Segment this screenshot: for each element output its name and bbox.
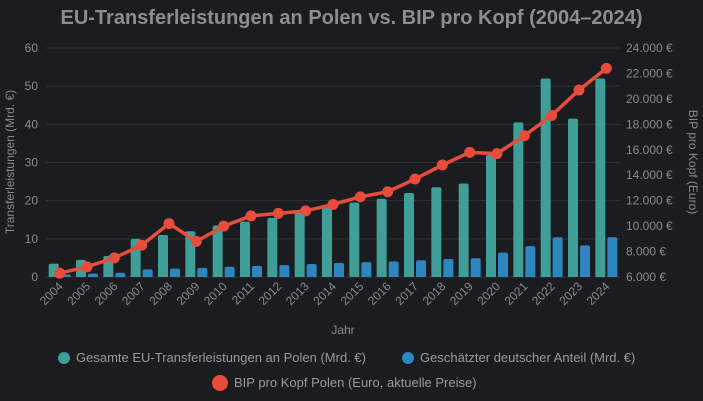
legend-label-total-transfers: Gesamte EU-Transferleistungen an Polen (… (76, 350, 366, 365)
y-left-tick-label: 30 (25, 156, 39, 170)
gdp-point (163, 218, 175, 230)
bar-german-share (388, 261, 399, 277)
y-right-tick-label: 22.000 € (626, 66, 673, 80)
y-right-tick-label: 14.000 € (626, 168, 673, 182)
bar-german-share (580, 245, 590, 277)
bar-total-transfers (376, 198, 387, 277)
gdp-point (108, 252, 120, 264)
y-left-tick-label: 0 (31, 270, 38, 284)
legend-marker-german-share (402, 352, 414, 364)
gdp-point (81, 261, 93, 273)
gdp-point (573, 84, 585, 96)
gdp-point (327, 198, 339, 210)
bar-german-share (224, 266, 235, 277)
bar-german-share (306, 264, 317, 277)
bar-total-transfers (540, 78, 551, 278)
gdp-point (600, 62, 612, 74)
bar-total-transfers (568, 118, 578, 277)
bar-german-share (525, 246, 536, 277)
bar-total-transfers (267, 217, 278, 277)
bar-total-transfers (513, 122, 524, 277)
y-right-tick-label: 12.000 € (626, 194, 673, 208)
bar-german-share (334, 262, 344, 277)
bar-total-transfers (595, 78, 606, 278)
y-right-tick-label: 6.000 € (626, 270, 666, 284)
bar-german-share (142, 269, 153, 277)
bar-german-share (170, 268, 180, 277)
axis-ticks: 0 10 20 30 40 50 60 6.000 € 8.000 € 10.000 € 12.00… (25, 41, 673, 308)
y-right-tick-label: 18.000 € (626, 117, 673, 131)
gdp-point (436, 159, 448, 171)
y-right-tick-label: 8.000 € (626, 245, 666, 259)
gdp-point (272, 207, 284, 219)
bar-german-share (197, 267, 208, 277)
line-series-layer (54, 62, 612, 279)
bar-german-share (470, 258, 481, 277)
y-left-tick-label: 40 (25, 117, 39, 131)
bar-total-transfers (322, 206, 332, 277)
gdp-point (54, 267, 66, 279)
y-right-tick-label: 24.000 € (626, 41, 673, 55)
bar-german-share (498, 252, 508, 277)
legend-label-gdp: BIP pro Kopf Polen (Euro, aktuelle Preis… (234, 375, 477, 390)
bar-german-share (552, 237, 563, 277)
gdp-point (491, 148, 503, 160)
x-axis-label: Jahr (331, 323, 354, 337)
bar-german-share (607, 237, 618, 277)
legend-marker-gdp (212, 375, 228, 391)
bar-german-share (115, 272, 126, 277)
bar-total-transfers (240, 221, 250, 277)
bar-total-transfers (349, 202, 360, 277)
bar-german-share (443, 259, 454, 277)
chart-title: EU-Transferleistungen an Polen vs. BIP p… (60, 7, 642, 29)
gdp-point (190, 235, 202, 247)
y-axis-left-label: Transferleistungen (Mrd. €) (3, 90, 17, 234)
bar-total-transfers (404, 193, 414, 277)
gdp-point (546, 109, 558, 121)
gdp-point (136, 239, 148, 251)
y-left-tick-label: 60 (25, 41, 39, 55)
bar-german-share (279, 265, 290, 277)
bar-total-transfers (158, 235, 168, 277)
y-left-tick-label: 50 (25, 79, 39, 93)
gdp-point (300, 205, 312, 217)
gdp-point (382, 186, 394, 198)
bar-german-share (361, 262, 372, 277)
bar-total-transfers (458, 183, 469, 277)
legend: Gesamte EU-Transferleistungen an Polen (… (58, 350, 635, 391)
y-axis-right-label: BIP pro Kopf (Euro) (686, 110, 700, 215)
bar-total-transfers (212, 225, 223, 277)
legend-label-german-share: Geschätzter deutscher Anteil (Mrd. €) (420, 350, 635, 365)
gdp-point (245, 210, 257, 222)
y-right-tick-label: 20.000 € (626, 92, 673, 106)
y-left-tick-label: 20 (25, 194, 39, 208)
bar-german-share (252, 265, 262, 277)
y-right-tick-label: 10.000 € (626, 219, 673, 233)
bar-german-share (88, 273, 98, 277)
bar-total-transfers (294, 212, 305, 277)
gdp-point (354, 191, 366, 203)
bar-total-transfers (486, 154, 496, 277)
bar-total-transfers (431, 187, 442, 277)
gdp-point (518, 130, 530, 142)
y-right-tick-label: 16.000 € (626, 143, 673, 157)
gdp-point (464, 146, 476, 158)
gdp-point (218, 220, 230, 232)
gdp-point (409, 173, 421, 185)
y-left-tick-label: 10 (25, 232, 39, 246)
bar-german-share (416, 260, 426, 277)
legend-marker-total-transfers (58, 352, 70, 364)
